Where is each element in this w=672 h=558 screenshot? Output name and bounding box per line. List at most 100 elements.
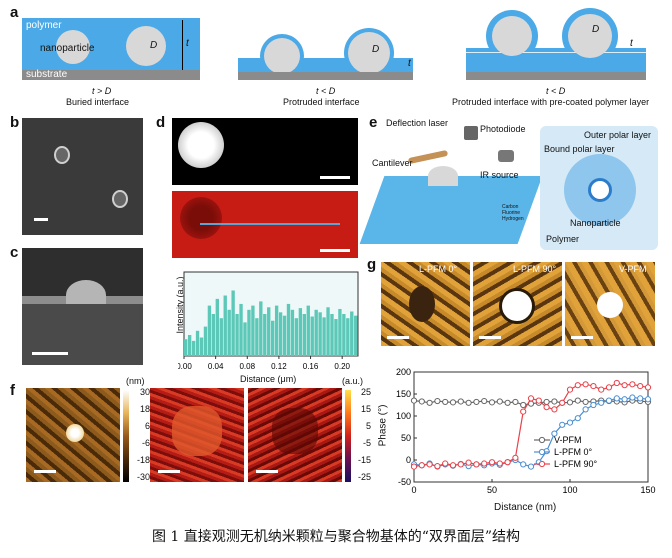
height-tick-2: 18 [139, 404, 150, 414]
polymer-e-label: Polymer [546, 234, 580, 244]
amp-tick-5: -15 [357, 455, 371, 465]
panel-label-f: f [10, 382, 15, 399]
pfm-particle-v [597, 292, 623, 318]
phase-point [598, 399, 605, 406]
height-tick-1: 30 [139, 387, 150, 397]
intensity-bars [184, 290, 358, 356]
d-image-top [172, 118, 358, 185]
intensity-bar [290, 309, 295, 356]
phase-point [512, 398, 519, 406]
intensity-bar [235, 314, 239, 356]
phase-point [551, 406, 558, 413]
phase-point [644, 396, 652, 403]
phase-point [543, 404, 550, 411]
legend-hydrogen: Hydrogen [502, 216, 524, 222]
phase-point [496, 398, 503, 405]
scale-bar-g2 [479, 336, 501, 339]
protruded-title: Protruded interface [283, 97, 360, 107]
intensity-bar [199, 337, 204, 356]
intensity-bar [278, 312, 283, 356]
phase-point [504, 459, 511, 466]
intensity-bar [227, 309, 231, 356]
phase-point [410, 463, 418, 470]
nanoparticle-2 [126, 26, 166, 66]
scale-bar-f1 [34, 470, 56, 473]
phase-point [582, 406, 589, 413]
phase-point [605, 397, 613, 404]
phase-point [566, 399, 574, 406]
phase-point [504, 399, 511, 406]
polymer-layer [22, 18, 200, 70]
phase-point [426, 399, 433, 406]
phase-point [527, 463, 535, 470]
figure-caption: 图 1 直接观测无机纳米颗粒与聚合物基体的“双界面层”结构 [151, 529, 521, 545]
mid-particle-2 [348, 32, 390, 74]
intensity-bar [231, 290, 235, 356]
f-height-image [26, 388, 120, 482]
atom-legend: Carbon Fluorine Hydrogen [502, 204, 524, 222]
sem-particle-1 [54, 146, 70, 164]
pfm-image-l0: L-PFM 0° [381, 262, 470, 346]
phase-point [535, 397, 542, 404]
phase-point [559, 421, 566, 428]
afm-schematic: Deflection laser Photodiode Cantilever I… [359, 118, 543, 258]
panel-label-e: e [369, 114, 378, 131]
thickness-arrow [182, 20, 183, 70]
intensity-tick-label: 0.08 [239, 362, 255, 371]
amp-ticks: 25 15 5 -5 -15 -25 [353, 384, 371, 486]
phase-xtick-label: 100 [562, 485, 577, 495]
panel-label-b: b [10, 114, 20, 131]
interface-zoom: Outer polar layer Bound polar layer Nano… [540, 126, 658, 250]
panel-label-a: a [10, 4, 19, 21]
intensity-bar [263, 314, 267, 356]
right-precoat-line [466, 52, 646, 53]
phase-point [481, 460, 488, 467]
scale-bar-c [32, 352, 68, 355]
intensity-bar [251, 305, 255, 356]
intensity-bar [282, 315, 287, 356]
intensity-bar [346, 318, 350, 356]
f-amp2-blob [272, 408, 318, 454]
ir-source-label: IR source [480, 170, 519, 180]
phase-point [613, 395, 620, 402]
amp-colorbar [345, 390, 351, 482]
intensity-bar [318, 312, 322, 356]
intensity-bar [267, 307, 271, 356]
intensity-chart: 0.00 0.04 0.08 0.12 0.16 0.20 [178, 271, 359, 371]
phase-legend-marker [538, 460, 546, 468]
mid-particle-1 [264, 38, 300, 74]
pfm-v-label: V-PFM [619, 264, 647, 274]
phase-point [442, 398, 449, 406]
amp-tick-3: 5 [365, 421, 371, 431]
phase-point [613, 379, 620, 387]
height-tick-5: -18 [136, 455, 150, 465]
bound-layer-label: Bound polar layer [544, 144, 615, 154]
mid-D: D [372, 44, 380, 55]
precoated-title: Protruded interface with pre-coated poly… [452, 97, 650, 107]
phase-legend: V-PFM L-PFM 0° L-PFM 90° [534, 435, 598, 469]
phase-point [465, 459, 472, 466]
phase-point [418, 398, 425, 405]
phase-point [520, 401, 527, 409]
intensity-bar [306, 305, 310, 356]
intensity-tick-label: 0.04 [208, 362, 224, 371]
sem-image-b [22, 118, 143, 235]
phase-point [629, 381, 636, 388]
phase-point [566, 419, 574, 426]
intensity-bar [342, 314, 346, 356]
height-tick-6: -30 [136, 472, 150, 482]
phase-xtick-label: 0 [411, 485, 416, 495]
intensity-tick-label: 0.12 [271, 362, 287, 371]
polymer-label: polymer [26, 20, 62, 31]
phase-point [574, 382, 581, 389]
d-particle-bright [178, 122, 224, 168]
phase-point [520, 408, 527, 415]
height-unit: (nm) [126, 376, 145, 386]
phase-point [629, 394, 636, 401]
phase-ytick-label: 200 [396, 368, 411, 377]
phase-point [582, 381, 589, 388]
phase-point [488, 459, 496, 466]
intensity-bar [338, 308, 342, 356]
panel-label-g: g [367, 256, 377, 273]
